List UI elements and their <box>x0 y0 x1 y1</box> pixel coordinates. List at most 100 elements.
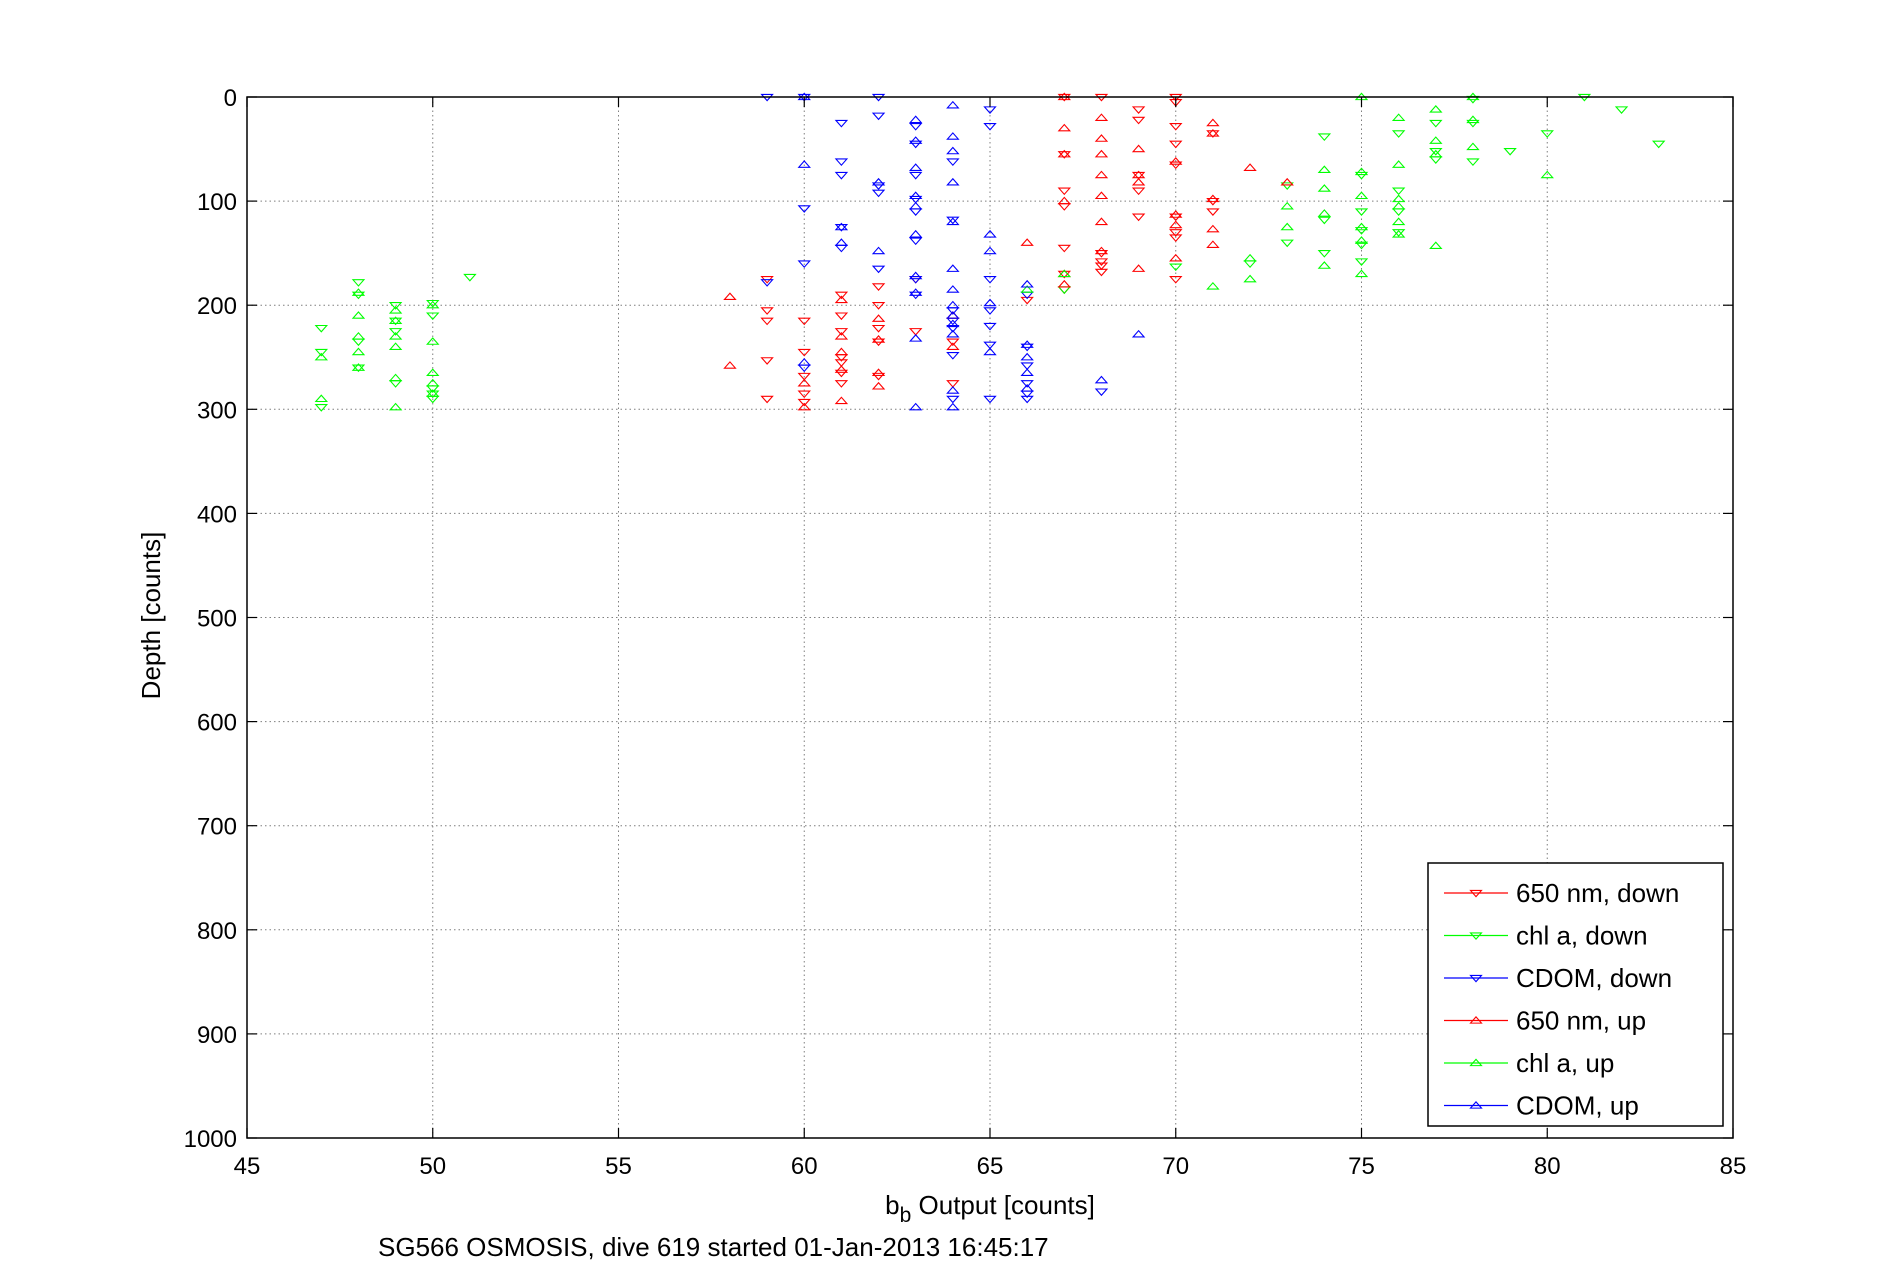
x-tick-label: 55 <box>605 1153 632 1180</box>
data-point <box>1317 261 1332 269</box>
data-point <box>834 328 849 336</box>
data-point <box>983 307 997 315</box>
data-point <box>1317 165 1332 174</box>
data-point <box>1131 213 1146 222</box>
legend-label: 650 nm, down <box>1516 878 1679 908</box>
data-point <box>908 136 923 144</box>
x-tick-label: 50 <box>419 1153 446 1180</box>
data-point <box>1169 220 1183 229</box>
data-point <box>723 361 737 369</box>
data-point <box>797 205 811 213</box>
legend-box <box>1427 862 1724 1127</box>
legend-label: CDOM, up <box>1516 1091 1639 1121</box>
x-tick-label: 65 <box>977 1153 1004 1180</box>
legend-label: CDOM, down <box>1516 963 1672 993</box>
data-point <box>797 402 811 411</box>
data-point <box>1206 118 1220 127</box>
data-point <box>946 338 960 347</box>
data-point <box>1020 362 1034 371</box>
data-point <box>1169 263 1183 272</box>
data-point <box>797 160 811 168</box>
data-point <box>1094 246 1109 255</box>
data-point <box>388 373 403 382</box>
data-point <box>946 329 960 338</box>
data-point <box>1243 274 1257 283</box>
data-point <box>946 311 960 319</box>
data-point <box>1020 296 1034 305</box>
data-point <box>426 312 440 321</box>
x-tick-label: 70 <box>1162 1153 1189 1180</box>
data-point <box>1614 106 1629 114</box>
data-point <box>1429 119 1443 128</box>
data-point <box>983 229 997 238</box>
data-point <box>1131 187 1146 196</box>
data-point <box>426 300 440 309</box>
data-point <box>1317 133 1332 142</box>
data-point <box>1391 229 1406 237</box>
data-point <box>983 122 997 131</box>
series-0 <box>760 93 1220 407</box>
data-point <box>1466 142 1480 151</box>
data-point <box>983 347 997 356</box>
data-point <box>351 288 366 296</box>
data-point <box>946 395 960 404</box>
y-tick-label: 700 <box>197 814 237 841</box>
data-point <box>797 357 811 366</box>
data-point <box>1354 171 1369 180</box>
data-point <box>1429 147 1443 156</box>
data-point <box>1169 140 1183 149</box>
data-point <box>1206 208 1220 217</box>
data-point <box>834 291 849 300</box>
legend-label: chl a, up <box>1516 1048 1614 1078</box>
data-point <box>1169 234 1183 243</box>
data-point <box>388 316 403 324</box>
data-point <box>1206 224 1220 233</box>
data-point <box>1280 182 1294 190</box>
data-point <box>797 390 811 399</box>
series-3 <box>723 92 1294 411</box>
data-point <box>760 357 774 365</box>
data-point <box>1131 177 1146 186</box>
data-point <box>983 322 997 331</box>
data-point <box>1540 170 1554 179</box>
data-point <box>871 314 886 322</box>
data-point <box>908 171 923 180</box>
data-point <box>797 398 811 407</box>
data-point <box>1354 222 1369 231</box>
data-point <box>1057 123 1072 132</box>
data-point <box>1206 240 1220 248</box>
data-point <box>1243 253 1257 262</box>
data-point <box>1169 161 1183 170</box>
data-point <box>946 380 960 388</box>
data-point <box>834 396 849 405</box>
data-point <box>983 276 997 284</box>
data-point <box>463 273 477 282</box>
data-point <box>1020 279 1034 288</box>
data-point <box>1057 196 1072 205</box>
data-point <box>1391 229 1406 238</box>
x-tick-label: 80 <box>1534 1153 1561 1180</box>
data-point <box>1020 383 1034 392</box>
data-point <box>946 300 960 309</box>
data-point <box>388 402 403 411</box>
data-point <box>834 223 849 232</box>
data-point <box>1391 130 1406 138</box>
legend-marker <box>1469 932 1483 940</box>
data-point <box>1094 262 1109 271</box>
legend: 650 nm, down chl a, down CDOM, down 650 nm,… <box>1427 862 1724 1127</box>
data-point <box>1354 258 1369 266</box>
data-point <box>1540 130 1554 138</box>
data-point <box>871 335 886 343</box>
y-tick-label: 100 <box>197 189 237 216</box>
y-tick-label: 900 <box>197 1022 237 1049</box>
data-point <box>834 222 849 231</box>
data-point <box>834 347 849 356</box>
data-point <box>834 119 849 128</box>
data-point <box>426 368 440 377</box>
data-point <box>871 189 886 198</box>
data-point <box>1131 264 1146 272</box>
data-point <box>1169 253 1183 262</box>
data-point <box>946 402 960 411</box>
legend-marker <box>1469 1058 1483 1067</box>
